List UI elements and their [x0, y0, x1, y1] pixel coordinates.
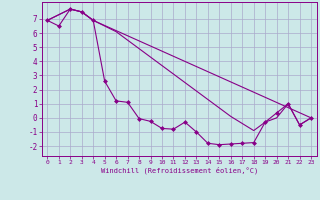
- X-axis label: Windchill (Refroidissement éolien,°C): Windchill (Refroidissement éolien,°C): [100, 167, 258, 174]
